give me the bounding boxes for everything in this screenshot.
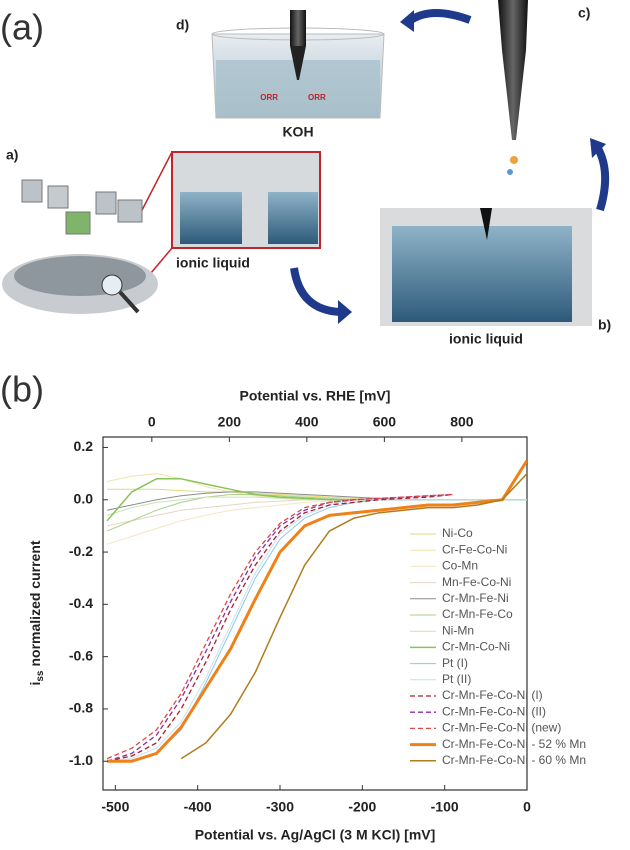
x2-tick-label: 0 bbox=[148, 414, 156, 430]
legend-label: Pt (I) bbox=[442, 656, 468, 670]
illustration bbox=[2, 0, 610, 326]
x-tick-label: -100 bbox=[431, 799, 459, 815]
x2-tick-label: 200 bbox=[218, 414, 242, 430]
y-axis-title: iss normalized current bbox=[27, 540, 46, 685]
panel-label: (b) bbox=[0, 369, 44, 410]
legend-label: Cr-Mn-Fe-Co-Ni (II) bbox=[442, 704, 546, 718]
legend-label: Cr-Fe-Co-Ni bbox=[442, 542, 507, 556]
y-subscript: ss bbox=[35, 670, 46, 682]
y-tick-label: -1.0 bbox=[69, 752, 93, 768]
step-label: d) bbox=[176, 17, 189, 33]
y-tick-label: -0.8 bbox=[69, 700, 93, 716]
legend-label: Cr-Mn-Fe-Co-Ni (I) bbox=[442, 688, 543, 702]
x-tick-label: 0 bbox=[523, 799, 531, 815]
y-tick-label: -0.4 bbox=[69, 595, 93, 611]
legend-label: Mn-Fe-Co-Ni bbox=[442, 575, 511, 589]
series-line bbox=[106, 493, 453, 762]
legend-label: Cr-Mn-Fe-Co bbox=[442, 607, 513, 621]
liquid-label: ionic liquid bbox=[176, 255, 250, 271]
x2-axis-title: Potential vs. RHE [mV] bbox=[240, 388, 391, 404]
legend-label: Ni-Mn bbox=[442, 623, 474, 637]
x-tick-label: -500 bbox=[101, 799, 129, 815]
plot-area bbox=[106, 459, 527, 763]
series-line bbox=[106, 493, 453, 760]
series-line bbox=[107, 499, 527, 762]
series-line bbox=[106, 473, 527, 501]
x-axis-title: Potential vs. Ag/AgCl (3 M KCl) [mV] bbox=[195, 827, 436, 843]
legend-label: Cr-Mn-Fe-Co-Ni - 52 % Mn bbox=[442, 737, 586, 751]
plot-frame bbox=[102, 436, 528, 791]
y-symbol: i bbox=[27, 682, 43, 686]
x2-tick-label: 800 bbox=[450, 414, 474, 430]
step-label: c) bbox=[578, 5, 590, 21]
legend-label: Pt (II) bbox=[442, 672, 471, 686]
step-label: b) bbox=[598, 317, 611, 333]
series-line bbox=[107, 459, 527, 763]
y-tick-label: 0.2 bbox=[74, 438, 94, 454]
x2-tick-label: 400 bbox=[295, 414, 319, 430]
legend-label: Cr-Mn-Co-Ni bbox=[442, 640, 510, 654]
legend-label: Cr-Mn-Fe-Co-Ni - 60 % Mn bbox=[442, 753, 586, 767]
step-label: a) bbox=[6, 147, 18, 163]
y-tick-label: 0.0 bbox=[74, 490, 94, 506]
orr-label: ORR bbox=[260, 93, 278, 102]
y-title-text: normalized current bbox=[27, 540, 43, 666]
legend-label: Ni-Co bbox=[442, 526, 473, 540]
orr-label: ORR bbox=[308, 93, 326, 102]
series-line bbox=[180, 473, 527, 760]
legend-label: Cr-Mn-Fe-Ni bbox=[442, 591, 509, 605]
x-tick-label: -200 bbox=[348, 799, 376, 815]
electrolyte-label: KOH bbox=[282, 124, 313, 140]
liquid-label: ionic liquid bbox=[449, 331, 523, 347]
legend-label: Co-Mn bbox=[442, 559, 478, 573]
y-tick-label: -0.2 bbox=[69, 543, 93, 559]
panel-label: (a) bbox=[0, 7, 44, 48]
x-tick-label: -300 bbox=[266, 799, 294, 815]
x-tick-label: -400 bbox=[184, 799, 212, 815]
x2-tick-label: 600 bbox=[373, 414, 397, 430]
y-tick-label: -0.6 bbox=[69, 647, 93, 663]
legend-label: Cr-Mn-Fe-Co-Ni (new) bbox=[442, 721, 561, 735]
series-line bbox=[106, 493, 453, 762]
